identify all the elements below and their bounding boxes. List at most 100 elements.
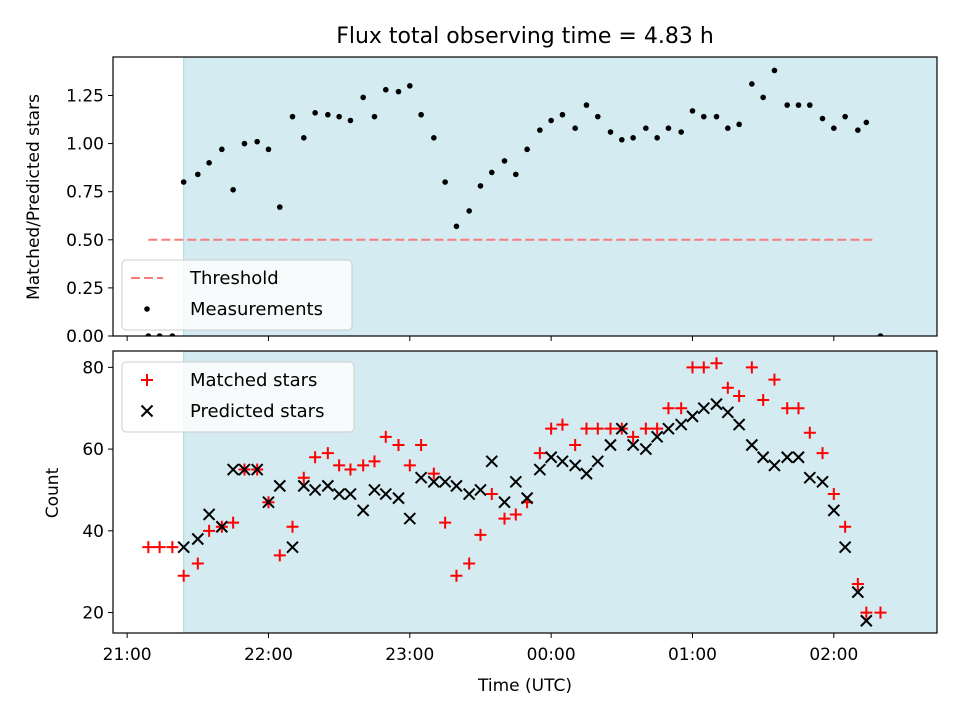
matched-stars-point-29	[485, 488, 498, 501]
measurements-point-56	[806, 102, 813, 108]
matched-stars-point-14	[309, 451, 322, 464]
predicted-stars-point-27	[498, 496, 511, 509]
measurements-point-4	[195, 171, 201, 178]
measurements-point-34	[548, 117, 554, 124]
measurements-point-55	[795, 102, 802, 108]
predicted-stars-point-55	[827, 504, 841, 517]
top-ytick-label: 0.00	[66, 327, 104, 347]
predicted-stars-point-47	[732, 418, 746, 431]
top-chart: 0.00 0.25 0.50 0.75 1.00 1.25 Threshold Measure…	[66, 56, 938, 347]
matched-stars-point-31	[509, 508, 522, 521]
measurements-point-61	[863, 119, 870, 126]
predicted-stars-point-44	[697, 402, 710, 415]
measurements-point-32	[524, 146, 530, 153]
measurements-point-49	[725, 125, 731, 131]
predicted-stars-point-1	[191, 532, 205, 546]
predicted-stars-point-30	[533, 463, 547, 476]
bottom-xtick-label: 21:00	[103, 645, 152, 665]
matched-stars-point-15	[321, 447, 334, 460]
matched-stars-point-59	[839, 520, 852, 533]
matched-stars-point-57	[816, 447, 829, 460]
top-axes-frame	[112, 56, 938, 337]
matched-stars-point-18	[357, 459, 370, 472]
measurements-point-53	[771, 67, 778, 74]
measurements-point-2	[169, 333, 176, 336]
measurements-point-24	[431, 135, 437, 141]
measurements-point-51	[749, 81, 755, 87]
predicted-stars-point-12	[321, 479, 335, 493]
predicted-stars-point-50	[768, 459, 781, 472]
predicted-stars-point-26	[485, 455, 498, 468]
bottom-xtick-label: 02:00	[809, 645, 858, 665]
predicted-stars-point-29	[520, 491, 534, 505]
matched-stars-point-60	[851, 577, 864, 590]
matched-stars-point-34	[545, 422, 558, 435]
top-ytick-label: 0.25	[66, 279, 104, 299]
predicted-stars-point-21	[427, 475, 441, 488]
bottom-ytick-label: 60	[82, 440, 104, 460]
measurements-point-57	[819, 115, 826, 122]
matched-stars-point-4	[191, 557, 204, 570]
measurements-point-47	[700, 113, 707, 120]
matched-stars-point-49	[721, 381, 734, 394]
matched-stars-point-56	[803, 426, 816, 439]
matched-stars-point-62	[874, 606, 887, 619]
matched-stars-point-11	[273, 549, 286, 562]
bottom-legend: Matched stars Predicted stars	[121, 361, 355, 433]
bottom-xtick-label: 23:00	[385, 645, 434, 665]
measurements-point-11	[276, 204, 283, 210]
matched-stars-point-61	[860, 606, 873, 619]
matched-stars-point-50	[733, 389, 746, 402]
matched-stars-point-41	[627, 430, 640, 443]
predicted-stars-point-9	[286, 540, 299, 554]
measurements-point-52	[760, 94, 766, 101]
top-chart-ylabel: Matched/Predicted stars	[24, 94, 44, 300]
matched-stars-point-42	[639, 422, 652, 435]
measurements-point-14	[312, 110, 318, 116]
predicted-stars-point-36	[604, 438, 617, 452]
measurements-point-25	[442, 179, 448, 185]
predicted-stars-point-43	[686, 410, 699, 423]
predicted-stars-point-39	[639, 442, 653, 456]
measurements-point-21	[395, 88, 402, 95]
measurements-point-38	[594, 113, 601, 120]
bottom-ytick-label: 80	[82, 358, 104, 378]
measurements-point-40	[619, 136, 625, 143]
matched-stars-point-47	[697, 361, 710, 374]
matched-stars-point-3	[177, 569, 190, 582]
predicted-stars-point-42	[674, 418, 688, 431]
matched-stars-point-58	[827, 488, 840, 501]
predicted-stars-point-8	[273, 479, 286, 493]
measurements-point-59	[842, 113, 848, 120]
measurements-point-46	[689, 108, 696, 114]
matched-stars-point-38	[591, 422, 604, 435]
measurements-point-26	[453, 223, 460, 230]
legend-handle-measurements	[144, 306, 150, 312]
measurements-point-3	[180, 179, 187, 185]
predicted-stars-point-38	[626, 438, 640, 452]
predicted-stars-point-56	[838, 540, 852, 554]
matched-stars-point-12	[286, 520, 299, 533]
top-ytick-label: 1.25	[66, 86, 104, 106]
measurements-point-15	[325, 111, 331, 118]
measurements-point-44	[665, 125, 672, 131]
measurements-point-43	[654, 135, 660, 141]
matched-stars-point-16	[333, 459, 346, 472]
measurements-point-54	[784, 102, 790, 108]
matched-stars-point-25	[439, 516, 452, 529]
bottom-xtick-label: 01:00	[668, 645, 717, 665]
top-chart-title: Flux total observing time = 4.83 h	[336, 24, 714, 49]
predicted-stars-point-46	[721, 406, 735, 419]
measurements-point-22	[407, 83, 413, 89]
matched-stars-point-55	[792, 402, 805, 415]
legend-label-predicted-stars: Predicted stars	[190, 401, 324, 422]
legend-label-matched-stars: Matched stars	[190, 370, 317, 391]
matched-stars-point-1	[153, 541, 166, 554]
matched-stars-point-53	[768, 373, 781, 386]
bottom-chart-xlabel: Time (UTC)	[477, 676, 572, 696]
matched-stars-point-39	[604, 422, 617, 435]
predicted-stars-point-10	[297, 479, 311, 493]
matched-stars-point-54	[781, 402, 794, 415]
predicted-stars-point-11	[308, 483, 322, 497]
predicted-stars-point-13	[332, 487, 346, 501]
